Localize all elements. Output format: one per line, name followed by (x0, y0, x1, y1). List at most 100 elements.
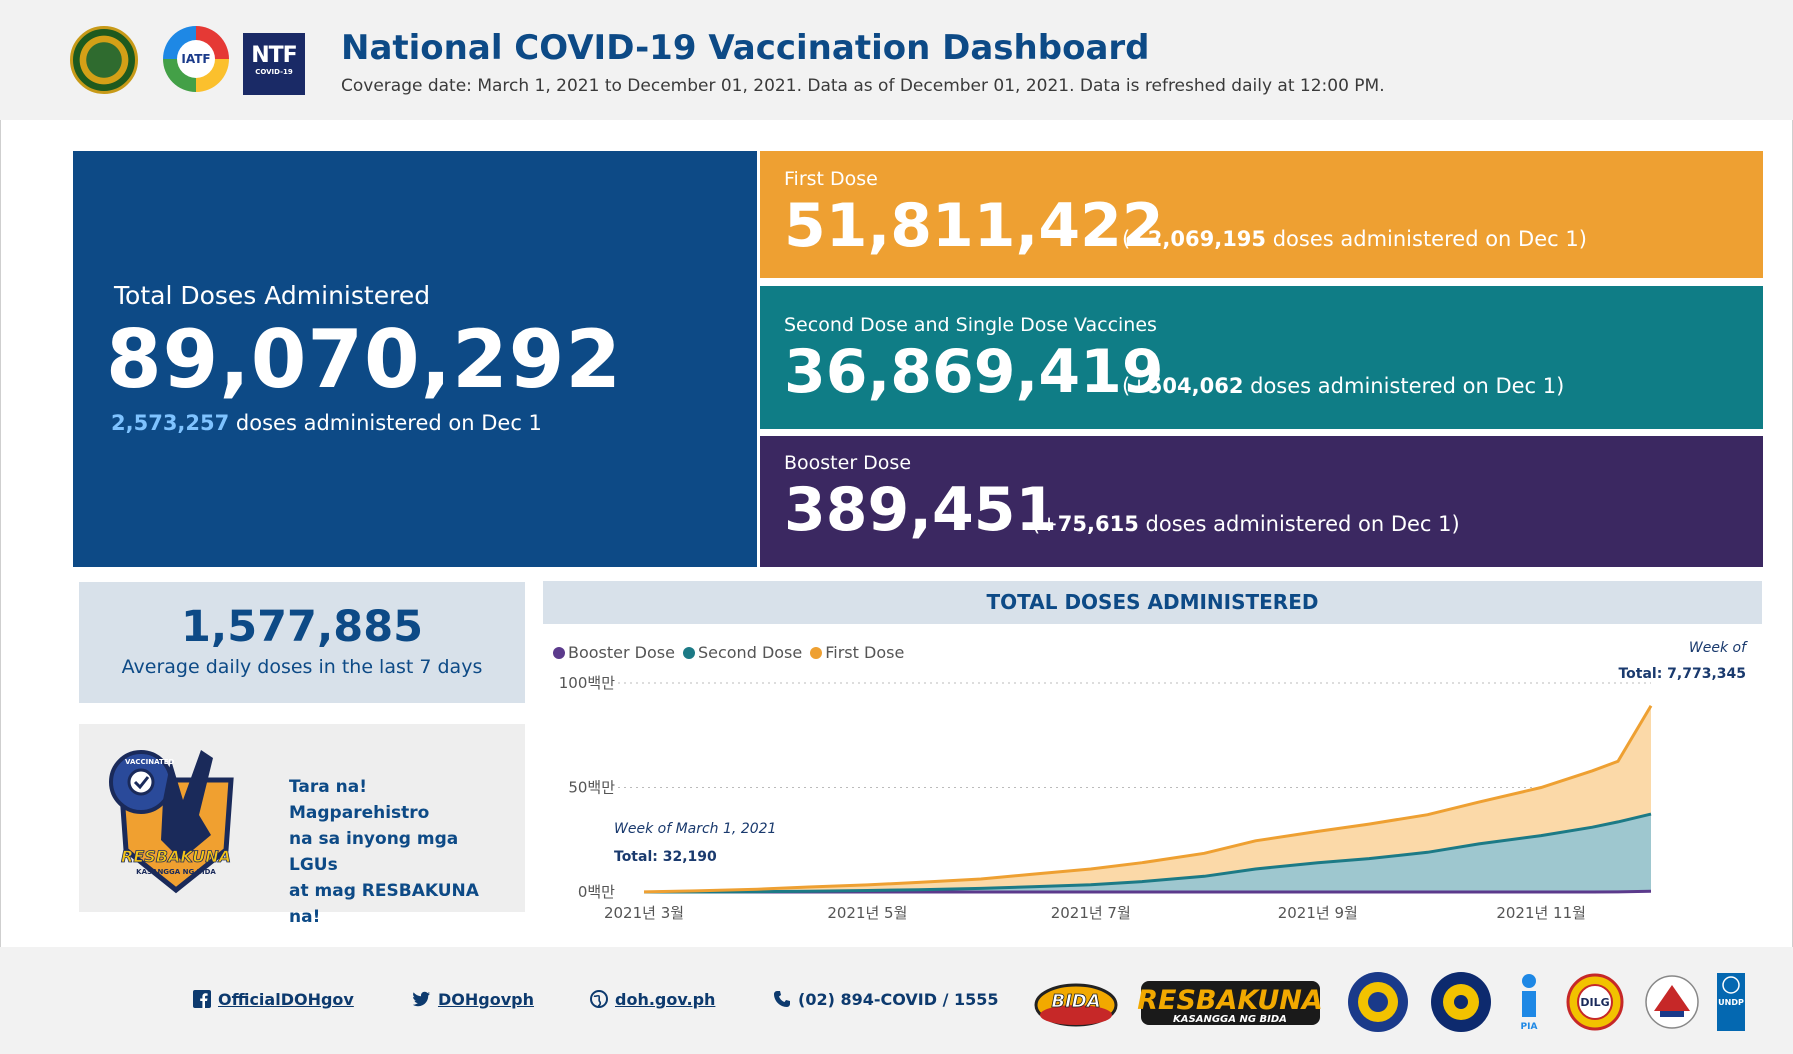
page-title: National COVID-19 Vaccination Dashboard (341, 28, 1150, 68)
legend-item[interactable]: First Dose (810, 643, 904, 662)
phone-text: (02) 894-COVID / 1555 (798, 990, 999, 1009)
x-tick-label: 2021년 5월 (827, 904, 907, 922)
inc-value: 75,615 (1057, 512, 1139, 536)
inc-prefix: (+ (1122, 227, 1148, 251)
line-second-dose (644, 812, 1652, 894)
footer: OfficialDOHgov DOHgovph doh.gov.ph (02) … (0, 947, 1793, 1054)
inc-value: 2,069,195 (1147, 227, 1267, 251)
badge-sub-text: KASANGGA NG BIDA (136, 868, 216, 876)
twitter-link[interactable]: DOHgovph (413, 990, 534, 1009)
ops-seal-icon (1431, 972, 1491, 1032)
resbakuna-logo-icon: RESBAKUNA KASANGGA NG BIDA (1137, 981, 1323, 1025)
promo-text: Tara na! Magparehistro na sa inyong mga … (289, 777, 479, 927)
x-tick-label: 2021년 7월 (1051, 904, 1131, 922)
resbakuna-badge-icon: VACCINATED RESBAKUNA KASANGGA NG BIDA (109, 750, 234, 894)
total-doses-value: 89,070,292 (106, 313, 623, 406)
total-daily-suffix: doses administered on Dec 1 (229, 411, 542, 435)
resbakuna-logo-text: RESBAKUNA (1137, 985, 1323, 1016)
y-tick-label: 50백만 (568, 779, 615, 797)
legend-label: First Dose (825, 643, 905, 662)
bida-logo-text: BIDA (1051, 991, 1100, 1012)
second-dose-value: 36,869,419 (784, 337, 1164, 407)
iatf-logo-text: IATF (177, 40, 215, 78)
average-daily-box: 1,577,885 Average daily doses in the las… (79, 582, 525, 703)
chart-title: TOTAL DOSES ADMINISTERED (543, 581, 1762, 624)
phone-icon (774, 991, 790, 1007)
annotation-start-title: Week of March 1, 2021 (614, 821, 776, 837)
resbakuna-logo-subtext: KASANGGA NG BIDA (1173, 1014, 1287, 1025)
annotation-end-title: Week of (1689, 640, 1748, 656)
first-dose-increment: (+2,069,195 doses administered on Dec 1) (1122, 227, 1587, 251)
pcoo-seal-icon (1348, 972, 1408, 1032)
iatf-logo-icon: IATF (163, 26, 229, 92)
coverage-date: Coverage date: March 1, 2021 to December… (341, 76, 1385, 96)
annotation-start-total: Total: 32,190 (614, 849, 717, 865)
first-dose-value: 51,811,422 (784, 191, 1164, 261)
inc-prefix: (+ (1032, 512, 1058, 536)
x-tick-label: 2021년 3월 (604, 904, 684, 922)
average-daily-label: Average daily doses in the last 7 days (121, 656, 483, 678)
average-daily-value: 1,577,885 (180, 602, 424, 652)
twitter-link-text[interactable]: DOHgovph (438, 990, 534, 1009)
inc-suffix: doses administered on Dec 1) (1266, 227, 1587, 251)
booster-dose-label: Booster Dose (784, 452, 912, 474)
badge-logo-text: RESBAKUNA (121, 847, 231, 866)
dilg-seal-icon: DILG (1566, 973, 1624, 1031)
booster-dose-value: 389,451 (784, 475, 1058, 545)
legend-item[interactable]: Booster Dose (553, 643, 675, 662)
x-tick-label: 2021년 11월 (1496, 904, 1586, 922)
inc-suffix: doses administered on Dec 1) (1138, 512, 1460, 536)
website-link-text[interactable]: doh.gov.ph (615, 990, 716, 1009)
legend-dot (810, 647, 823, 659)
resbakuna-promo: VACCINATED RESBAKUNA KASANGGA NG BIDA Ta… (79, 724, 525, 927)
legend-dot (553, 647, 565, 659)
facebook-link-text[interactable]: OfficialDOHgov (218, 990, 354, 1009)
area-first-dose (644, 705, 1651, 892)
inc-suffix: doses administered on Dec 1) (1243, 374, 1565, 398)
ntf-logo-text: NTF (251, 43, 297, 68)
phone-link[interactable]: (02) 894-COVID / 1555 (773, 990, 999, 1009)
twitter-icon (413, 991, 430, 1007)
inc-value: 504,062 (1147, 374, 1244, 398)
bida-logo-icon: BIDA (1034, 983, 1118, 1027)
globe-icon (590, 990, 608, 1008)
total-doses-card: Total Doses Administered 89,070,292 2,57… (73, 151, 757, 567)
second-dose-increment: (+504,062 doses administered on Dec 1) (1122, 374, 1564, 398)
x-tick-label: 2021년 9월 (1278, 904, 1358, 922)
header: IATF NTF COVID-19 National COVID-19 Vacc… (0, 0, 1793, 120)
legend-label: Booster Dose (568, 643, 675, 662)
area-second-dose (644, 814, 1651, 892)
legend-dot (682, 647, 695, 659)
annotation-end-total: Total: 7,773,345 (1618, 666, 1746, 682)
undp-logo-text: UNDP (1718, 998, 1744, 1007)
first-dose-card: First Dose 51,811,422 (+2,069,195 doses … (760, 151, 1763, 278)
legend-label: Second Dose (697, 643, 803, 662)
dilg-logo-text: DILG (1580, 996, 1609, 1009)
ntf-logo-subtext: COVID-19 (255, 68, 293, 76)
total-daily-value: 2,573,257 (111, 411, 230, 435)
booster-dose-card: Booster Dose 389,451 (+75,615 doses admi… (760, 436, 1763, 567)
undp-logo-icon: UNDP (1717, 973, 1745, 1031)
y-tick-label: 100백만 (559, 674, 615, 692)
total-doses-daily: 2,573,257 doses administered on Dec 1 (111, 411, 542, 435)
website-link[interactable]: doh.gov.ph (590, 990, 715, 1009)
facebook-icon (193, 990, 211, 1008)
first-dose-label: First Dose (784, 168, 878, 190)
line-first-dose (643, 705, 1653, 894)
booster-dose-increment: (+75,615 doses administered on Dec 1) (1032, 512, 1460, 536)
total-doses-chart: 0백만 50백만 100백만 2021년 3월 2021년 5월 2021년 7월 2021… (559, 640, 1748, 922)
y-tick-label: 0백만 (578, 883, 615, 901)
total-doses-label: Total Doses Administered (114, 281, 431, 310)
ntf-logo-icon: NTF COVID-19 (243, 33, 305, 95)
pia-logo-icon: PIA (1521, 974, 1538, 1032)
badge-top-text: VACCINATED (125, 758, 175, 766)
pia-logo-text: PIA (1521, 1022, 1538, 1032)
dict-seal-icon (1645, 975, 1699, 1029)
legend-item[interactable]: Second Dose (682, 643, 803, 662)
doh-seal-icon (70, 26, 138, 94)
facebook-link[interactable]: OfficialDOHgov (193, 990, 354, 1009)
second-dose-label: Second Dose and Single Dose Vaccines (784, 314, 1157, 336)
second-dose-card: Second Dose and Single Dose Vaccines 36,… (760, 286, 1763, 429)
inc-prefix: (+ (1122, 374, 1148, 398)
chart-legend: Booster Dose Second Dose First Dose (553, 643, 912, 662)
